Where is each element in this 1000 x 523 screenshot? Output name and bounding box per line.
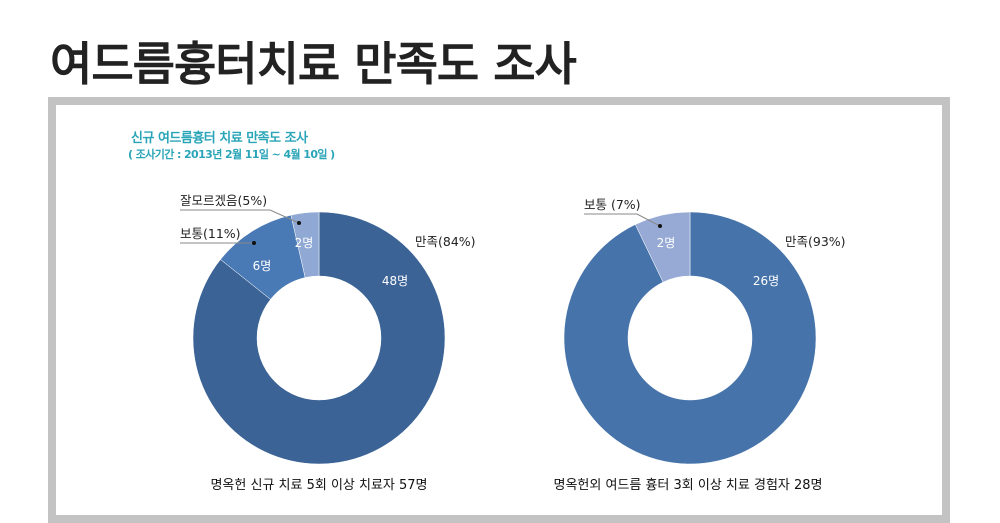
donut-2-callout-2: 보통 (7%) [584,197,641,212]
donut-1-callout-3: 잘모르겠음(5%) [180,193,267,208]
donut-2-slice-2 [634,211,691,283]
donut-1-leader-dot-2 [252,241,256,245]
donut-1-count-label-2: 6명 [253,259,272,273]
donut-2-count-label-2: 2명 [657,236,676,250]
donut-1-callout-2: 보통(11%) [180,226,241,241]
donut-2-caption: 명옥헌외 여드름 흉터 3회 이상 치료 경험자 28명 [553,478,822,493]
donut-2-slice-1 [563,211,817,465]
donut-2-leader-dot-2 [658,224,662,228]
donut-1-count-label-1: 48명 [382,274,408,288]
donut-2-leader-line-2 [584,213,661,227]
survey-title: 신규 여드름흉터 치료 만족도 조사 [131,131,308,146]
donut-1-leader-dot-3 [297,221,301,225]
donut-2-callout-1: 만족(93%) [785,234,846,249]
donut-1-leader-line-3 [180,209,300,224]
donut-1-caption: 명옥헌 신규 치료 5회 이상 치료자 57명 [210,478,427,493]
donut-1-callout-1: 만족(84%) [415,234,476,249]
survey-period: ( 조사기간 : 2013년 2월 11일 ~ 4월 10일 ) [128,148,335,161]
donut-2-count-label-1: 26명 [753,274,779,288]
page-title: 여드름흉터치료 만족도 조사 [50,37,577,91]
donut-1-count-label-3: 2명 [295,236,314,250]
donut-1-slice-3 [290,211,320,278]
donut-1-slice-1 [192,211,446,465]
